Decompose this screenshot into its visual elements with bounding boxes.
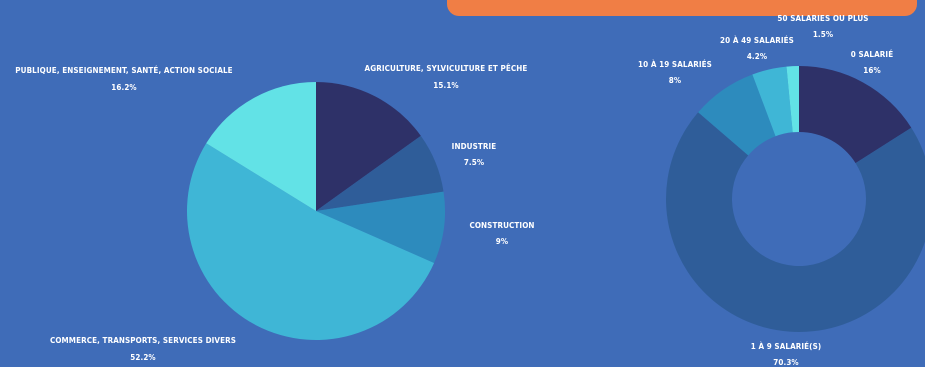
sector-label-agriculture: AGRICULTURE, SYLVICULTURE ET PÊCHE 15.1% — [365, 62, 528, 90]
size-label-0: 0 SALARIÉ 16% — [851, 48, 893, 75]
size-label-50-plus-value: 1.5% — [813, 30, 833, 39]
sector-label-publique: PUBLIQUE, ENSEIGNEMENT, SANTÉ, ACTION SO… — [15, 64, 232, 92]
sector-label-construction-name: CONSTRUCTION — [469, 221, 534, 230]
sector-label-agriculture-value: 15.1% — [433, 81, 458, 90]
header-accent-bar — [447, 0, 917, 16]
size-label-10-19: 10 À 19 SALARIÉS 8% — [638, 58, 712, 85]
sector-label-agriculture-name: AGRICULTURE, SYLVICULTURE ET PÊCHE — [365, 62, 528, 73]
size-label-10-19-name: 10 À 19 SALARIÉS — [638, 58, 712, 69]
size-slice-3 — [752, 66, 793, 137]
sector-slice-0 — [316, 82, 421, 211]
sector-pie-chart — [186, 82, 445, 341]
sector-label-commerce: COMMERCE, TRANSPORTS, SERVICES DIVERS 52… — [50, 336, 236, 362]
size-label-50-plus-name: 50 SALARIES OU PLUS — [777, 14, 868, 23]
size-slice-0 — [799, 66, 912, 164]
sector-label-industrie-value: 7.5% — [464, 158, 484, 167]
sector-label-industrie: INDUSTRIE 7.5% — [452, 142, 497, 167]
sector-slice-3 — [186, 143, 435, 341]
sector-label-publique-value: 16.2% — [111, 83, 136, 92]
sector-label-industrie-name: INDUSTRIE — [452, 142, 497, 151]
size-label-10-19-value: 8% — [669, 76, 681, 85]
size-slice-1 — [666, 112, 925, 332]
size-label-20-49-value: 4.2% — [747, 52, 767, 61]
sector-label-commerce-name: COMMERCE, TRANSPORTS, SERVICES DIVERS — [50, 336, 236, 345]
sector-label-construction: CONSTRUCTION 9% — [469, 221, 534, 246]
size-label-1-9-name: 1 À 9 SALARIÉ(S) — [751, 340, 822, 351]
size-label-0-value: 16% — [863, 66, 881, 75]
size-label-0-name: 0 SALARIÉ — [851, 48, 893, 59]
size-label-50-plus: 50 SALARIES OU PLUS 1.5% — [777, 14, 868, 39]
size-label-20-49-name: 20 À 49 SALARIÉS — [720, 34, 794, 45]
sector-label-commerce-value: 52.2% — [130, 353, 155, 362]
size-slice-2 — [698, 74, 776, 156]
size-label-1-9-value: 70.3% — [773, 358, 798, 367]
size-slice-4 — [786, 66, 799, 133]
size-label-1-9: 1 À 9 SALARIÉ(S) 70.3% — [751, 340, 822, 367]
sector-label-publique-name: PUBLIQUE, ENSEIGNEMENT, SANTÉ, ACTION SO… — [15, 64, 232, 75]
size-donut-chart — [666, 66, 925, 332]
sector-slice-2 — [316, 191, 445, 263]
sector-label-construction-value: 9% — [496, 237, 508, 246]
size-label-20-49: 20 À 49 SALARIÉS 4.2% — [720, 34, 794, 61]
sector-slice-4 — [206, 82, 316, 211]
sector-slice-1 — [316, 135, 444, 211]
